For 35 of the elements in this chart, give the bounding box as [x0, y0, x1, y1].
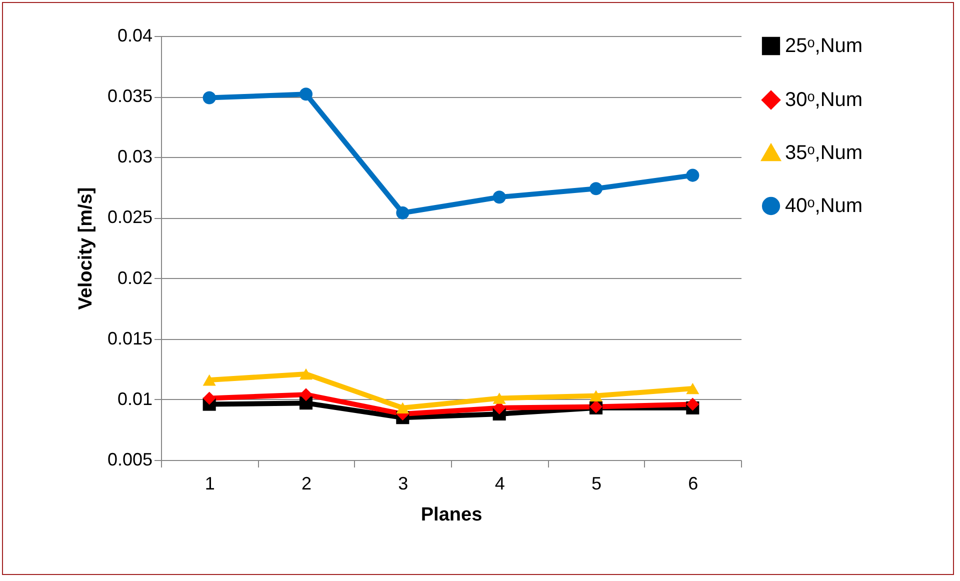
point: [686, 382, 700, 394]
point: [686, 398, 700, 411]
point: [396, 206, 410, 220]
y-tick-label: 0.025: [107, 207, 152, 228]
x-tick-label: 1: [204, 474, 215, 494]
x-tick-label: 3: [398, 474, 408, 494]
y-tick-label: 0.01: [117, 388, 152, 409]
legend-label: 25ᵒ,Num: [785, 35, 863, 57]
legend-label: 30ᵒ,Num: [785, 89, 863, 111]
point: [492, 392, 506, 404]
legend-label: 35ᵒ,Num: [785, 142, 863, 164]
x-tick-label: 5: [591, 474, 602, 494]
y-tick-label: 0.035: [107, 86, 152, 106]
y-tick-label: 0.015: [107, 328, 152, 348]
point: [589, 182, 603, 196]
y-tick-label: 0.005: [107, 450, 152, 470]
x-axis-title: Planes: [420, 504, 482, 526]
point: [492, 190, 506, 204]
legend-label: 40ᵒ,Num: [785, 195, 863, 217]
y-tick-label: 0.03: [117, 146, 152, 167]
x-tick-label: 2: [301, 474, 312, 494]
y-axis-title: Velocity [m/s]: [75, 187, 96, 310]
point: [202, 91, 216, 104]
point: [299, 88, 313, 101]
y-tick-label: 0.04: [117, 26, 152, 46]
point: [396, 402, 410, 414]
point: [202, 374, 216, 386]
point: [202, 392, 216, 405]
point: [589, 390, 603, 402]
point: [299, 388, 313, 402]
point: [299, 368, 313, 380]
y-tick-label: 0.02: [117, 268, 152, 288]
point: [686, 168, 700, 182]
x-tick-label: 4: [494, 474, 505, 494]
x-tick-label: 6: [688, 474, 698, 494]
